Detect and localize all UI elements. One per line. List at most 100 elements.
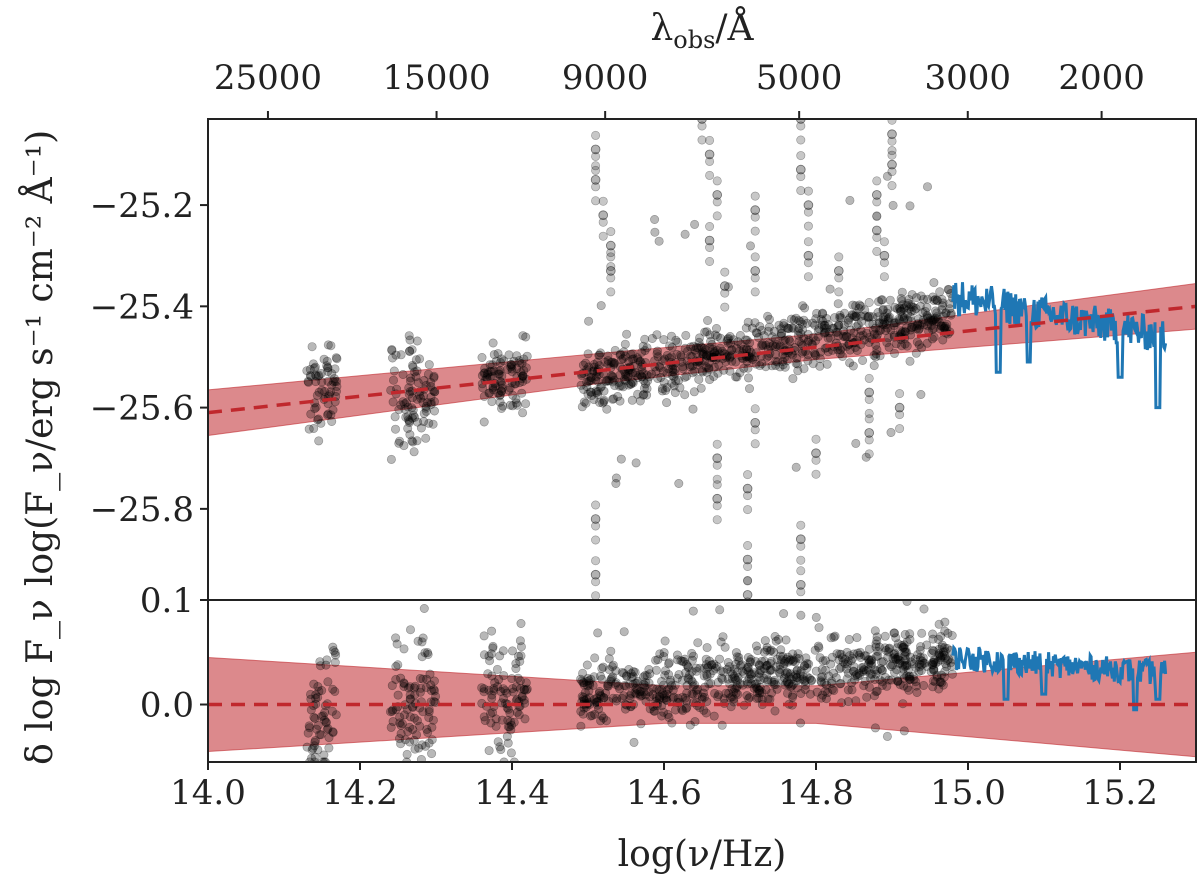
- data-point-c3: [791, 358, 801, 368]
- data-point-c3: [657, 386, 667, 396]
- data-point-c3: [659, 354, 669, 364]
- data-point-c2: [483, 368, 493, 378]
- data-point-c3: [751, 359, 761, 369]
- residual-point-c3: [900, 656, 910, 666]
- data-point-c3: [669, 381, 679, 391]
- residual-point-c3: [929, 657, 939, 667]
- outlier-point-30: [864, 428, 874, 438]
- outlier-point-2-2: [598, 196, 608, 206]
- residual-point-c3: [667, 681, 677, 691]
- residual-point-c3: [771, 636, 781, 646]
- residual-point-c3: [947, 669, 957, 679]
- residual-point-c3: [939, 672, 949, 682]
- data-point-c3: [736, 339, 746, 349]
- data-point-c3: [725, 338, 735, 348]
- residual-point-c1: [399, 710, 409, 720]
- bottom-x-ticks: 14.0 14.2 14.4 14.6 14.8 15.0 15.2: [170, 762, 1158, 813]
- data-point-c1: [396, 400, 406, 410]
- residual-point-c3: [788, 679, 798, 689]
- residual-point-c3: [873, 646, 883, 656]
- residual-point-c3: [751, 682, 761, 692]
- residual-point-c3: [858, 662, 868, 672]
- residual-point-c3: [692, 666, 702, 676]
- residual-point-c3: [843, 656, 853, 666]
- data-point-c1: [428, 419, 438, 429]
- residual-panel: 0.10.0: [140, 581, 1197, 763]
- data-point-c3: [876, 325, 886, 335]
- data-point-c3: [938, 321, 948, 331]
- data-point-c3: [690, 366, 700, 376]
- fit-line: [208, 304, 1196, 415]
- outlier-point-11: [712, 453, 722, 464]
- residual-point-c3: [742, 665, 752, 675]
- residual-point-c3: [771, 662, 781, 672]
- residual-point-c3: [943, 628, 953, 638]
- outlier-point-27-2: [834, 252, 844, 262]
- residual-point-c2: [513, 651, 523, 661]
- data-point-c3: [851, 301, 861, 311]
- outlier-point-18-3: [750, 287, 760, 297]
- residual-point-c3: [725, 679, 735, 689]
- data-point-c3: [712, 331, 722, 341]
- residual-point-c2: [522, 684, 532, 694]
- data-point-c3: [697, 349, 707, 359]
- data-point-c2: [479, 368, 489, 378]
- residual-point-c2: [496, 686, 506, 696]
- residual-point-c3: [629, 737, 639, 747]
- residual-point-c3: [876, 664, 886, 674]
- residual-point-c3: [792, 666, 802, 676]
- data-point-c0: [323, 376, 333, 386]
- data-point-c3: [778, 360, 788, 370]
- data-point-c1: [403, 423, 413, 433]
- residual-point-c3: [589, 672, 599, 682]
- outlier-point-6-1: [606, 273, 616, 283]
- residual-point-c1: [405, 625, 415, 635]
- residual-point-c3: [783, 679, 793, 689]
- residual-point-c3: [829, 668, 839, 678]
- data-point-c3: [796, 339, 806, 349]
- residual-point-c3: [743, 679, 753, 689]
- residual-point-c3: [914, 662, 924, 672]
- residual-point-c3: [729, 664, 739, 674]
- outlier-point-14-2: [743, 470, 753, 480]
- residual-point-c3: [755, 660, 765, 670]
- residual-point-c3: [662, 685, 672, 695]
- data-point-c3: [878, 304, 888, 314]
- residual-point-c3: [821, 694, 831, 704]
- outlier-point-27-3: [834, 287, 844, 297]
- data-point-c3: [652, 330, 662, 340]
- residual-point-c3: [654, 691, 664, 701]
- residual-point-c3: [706, 678, 716, 688]
- residual-point-c3: [780, 669, 790, 679]
- residual-point-c1: [388, 717, 398, 727]
- residual-point-c3: [902, 600, 912, 606]
- residual-point-c3: [687, 648, 697, 658]
- residual-point-c2: [479, 684, 489, 694]
- residual-y-axis-title: δ log F_ν: [20, 599, 61, 765]
- residual-point-c3: [714, 690, 724, 700]
- residual-point-c3: [599, 693, 609, 703]
- residual-point-c3: [787, 681, 797, 691]
- residual-point-c3: [576, 721, 586, 731]
- data-point-c2: [499, 356, 509, 366]
- residual-point-c2: [490, 678, 500, 688]
- residual-point-c3: [905, 634, 915, 644]
- outlier-point-4-1: [591, 577, 601, 587]
- data-point-c3: [819, 323, 829, 333]
- data-point-c3: [628, 378, 638, 388]
- data-point-c2: [514, 356, 524, 366]
- outlier-point-13-2: [720, 267, 730, 277]
- residual-point-c0: [315, 730, 325, 740]
- residual-point-c2: [506, 717, 516, 727]
- residual-point-c3: [746, 670, 756, 680]
- data-point-c3: [698, 367, 708, 377]
- data-point-c3: [622, 329, 632, 339]
- outlier-point-32: [871, 225, 882, 236]
- residual-point-c3: [617, 693, 627, 703]
- residual-point-c3: [935, 651, 945, 661]
- outlier-point-0-1: [591, 151, 601, 161]
- data-point-c0: [327, 380, 337, 390]
- residual-point-c3: [602, 681, 612, 691]
- data-point-c1: [426, 398, 436, 408]
- residual-point-c3: [864, 654, 874, 664]
